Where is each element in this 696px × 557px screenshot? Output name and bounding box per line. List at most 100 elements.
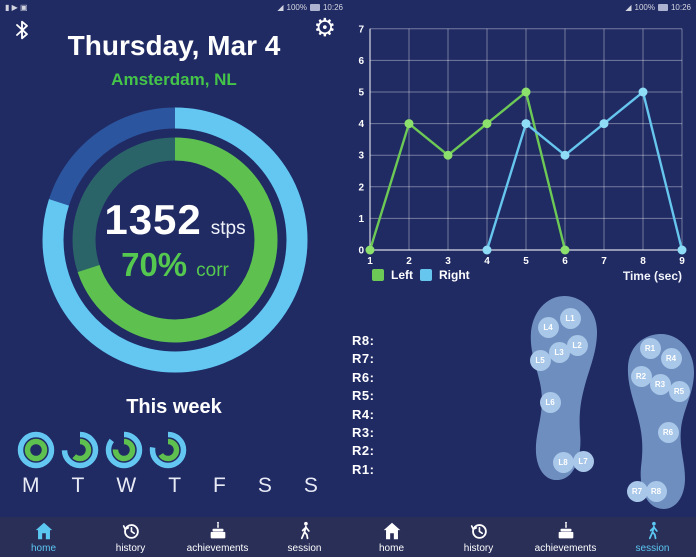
history-clock-icon [470,524,487,539]
steps-count: 1352 [104,196,202,243]
svg-text:3: 3 [445,256,451,266]
svg-text:5: 5 [358,88,364,99]
inner-ring-arc [72,137,278,343]
day-label: F [213,474,226,497]
foot-sensor-r8: R8 [645,480,667,502]
ring-center-text: 1352 stps 70% corr [33,98,317,382]
week-section-title: This week [126,396,222,418]
status-notification-icons: ▮ ▶ ▣ [5,2,28,12]
foot-sensor-r4: R4 [660,347,682,369]
svg-text:1: 1 [358,214,364,225]
outer-ring-arc [42,107,308,373]
signal-icon: ◢ [625,2,632,12]
foot-sensor-l3: L3 [548,341,570,363]
cake-icon [558,521,573,539]
sensor-readout: R3: [352,425,375,440]
svg-text:5: 5 [523,256,529,266]
foot-sensor-r5: R5 [668,380,690,402]
date-title: Thursday, Mar 4 [67,30,281,61]
svg-text:7: 7 [601,256,607,266]
legend-right-label: Right [439,268,470,282]
svg-text:8: 8 [640,256,646,266]
nav-session[interactable]: session [261,517,348,557]
nav-achievements[interactable]: achievements [174,517,261,557]
battery-icon [309,3,320,11]
home-icon [383,522,400,540]
day-ring [149,431,187,469]
location-label: Amsterdam, NL [111,70,237,89]
day-label: T [168,474,182,497]
steps-unit: stps [210,218,246,239]
nav-label: achievements [186,543,249,554]
nav-label: session [287,543,322,554]
home-icon [35,522,52,540]
nav-session[interactable]: session [609,517,696,557]
nav-home[interactable]: home [348,517,435,557]
chart-legend: Left Right [372,268,470,282]
week-day-rings [0,430,348,472]
sensor-readout: R7: [352,351,375,367]
day-ring [61,431,99,469]
nav-label: home [378,543,404,554]
foot-sensor-r1: R1 [639,337,661,359]
sensor-readout: R5: [352,388,375,404]
status-bar: ◢ 100% 10:26 [348,0,696,14]
foot-sensor-l4: L4 [537,316,559,338]
day-label: M [22,474,40,497]
battery-percent: 100% [286,2,307,12]
svg-text:9: 9 [679,256,685,266]
svg-text:3: 3 [358,151,364,162]
foot-sensor-r6: R6 [657,421,679,443]
nav-label: achievements [534,543,597,554]
nav-history[interactable]: history [87,517,174,557]
nav-label: home [30,543,56,554]
status-bar: ▮ ▶ ▣ ◢ 100% 10:26 [0,0,348,14]
nav-label: history [463,543,494,554]
correct-unit: corr [196,260,229,281]
battery-icon [657,3,668,11]
status-time: 10:26 [670,2,691,12]
day-ring [17,431,55,469]
bottom-nav-session-screen: home history achievements [348,517,696,557]
bluetooth-icon[interactable] [12,18,32,42]
battery-percent: 100% [634,2,655,12]
status-time: 10:26 [322,2,343,12]
sensor-readout: R4: [352,406,375,422]
day-label: W [116,474,137,497]
nav-achievements[interactable]: achievements [522,517,609,557]
x-axis-title: Time (sec) [622,269,682,283]
bottom-nav-home-screen: home history achievements [0,517,348,557]
svg-text:1: 1 [367,256,373,266]
foot-sensor-r3: R3 [649,373,671,395]
legend-right-swatch [420,269,432,281]
svg-text:7: 7 [358,24,364,35]
correct-percent: 70% [121,246,188,283]
nav-label: session [635,543,670,554]
home-panel: ▮ ▶ ▣ ◢ 100% 10:26 ⚙ Thursday, Mar 4 Ams… [0,0,348,557]
foot-sensor-l1: L1 [559,307,581,329]
settings-gear-icon[interactable]: ⚙ [313,14,336,42]
svg-text:2: 2 [406,256,412,266]
foot-sensor-l2: L2 [566,334,588,356]
nav-label: history [115,543,146,554]
foot-sensor-l8: L8 [552,451,574,473]
day-label: S [257,474,272,497]
legend-left-swatch [372,269,384,281]
history-clock-icon [122,524,139,539]
svg-text:6: 6 [562,256,568,266]
legend-left-label: Left [391,268,413,282]
sensor-readout: R1: [352,461,375,477]
daily-progress-ring [42,107,308,373]
nav-home[interactable]: home [0,517,87,557]
day-ring [105,431,143,469]
svg-text:6: 6 [358,56,364,67]
foot-sensor-l5: L5 [529,349,551,371]
sensor-readout: R8: [352,333,375,348]
svg-text:4: 4 [484,256,490,266]
walking-person-icon [648,521,658,540]
nav-history[interactable]: history [435,517,522,557]
walking-person-icon [300,521,310,540]
